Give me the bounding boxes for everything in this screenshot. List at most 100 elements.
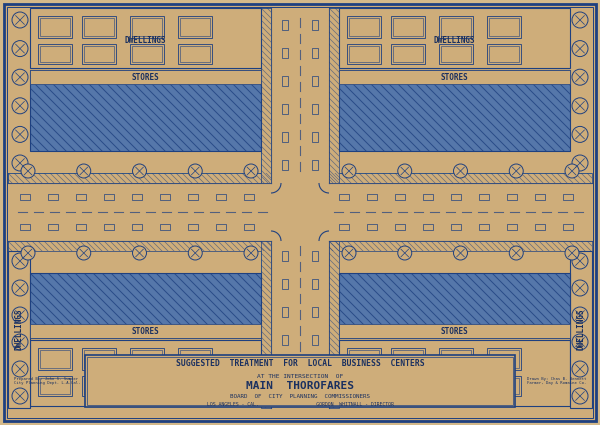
- Bar: [30, 273, 261, 338]
- Bar: [339, 224, 349, 230]
- Bar: [30, 70, 261, 84]
- Bar: [339, 273, 570, 338]
- Circle shape: [572, 155, 588, 171]
- Bar: [261, 241, 271, 408]
- Bar: [391, 348, 425, 370]
- Circle shape: [572, 307, 588, 323]
- Bar: [339, 70, 570, 151]
- Circle shape: [21, 246, 35, 260]
- Bar: [40, 378, 70, 394]
- Bar: [393, 46, 423, 62]
- Bar: [82, 16, 116, 38]
- Bar: [347, 16, 381, 38]
- Circle shape: [398, 164, 412, 178]
- Bar: [479, 224, 489, 230]
- Bar: [489, 378, 519, 394]
- Bar: [489, 18, 519, 36]
- Bar: [479, 194, 489, 200]
- Bar: [130, 348, 164, 370]
- Bar: [347, 44, 381, 64]
- Bar: [30, 324, 261, 338]
- Bar: [312, 20, 318, 30]
- Circle shape: [572, 253, 588, 269]
- Bar: [30, 340, 261, 406]
- Bar: [329, 8, 339, 183]
- Bar: [391, 376, 425, 396]
- Bar: [339, 8, 570, 68]
- Text: Drawn By: Chas B. Bennett
Farmer, Day & Romaine Co.: Drawn By: Chas B. Bennett Farmer, Day & …: [527, 377, 586, 385]
- Bar: [178, 376, 212, 396]
- Text: LOS ANGELES - CAL.                    GORDON  WHITNALL - DIRECTOR: LOS ANGELES - CAL. GORDON WHITNALL - DIR…: [206, 402, 394, 406]
- Bar: [312, 363, 318, 373]
- Bar: [8, 241, 271, 251]
- Bar: [48, 194, 58, 200]
- Bar: [329, 241, 339, 408]
- Text: STORES: STORES: [131, 73, 159, 82]
- Bar: [20, 224, 30, 230]
- Bar: [423, 224, 433, 230]
- Bar: [282, 48, 288, 58]
- Bar: [312, 335, 318, 345]
- Bar: [329, 173, 592, 183]
- Bar: [339, 340, 570, 406]
- Bar: [367, 224, 377, 230]
- Circle shape: [12, 98, 28, 114]
- Bar: [76, 194, 86, 200]
- Circle shape: [509, 164, 523, 178]
- Bar: [312, 307, 318, 317]
- Circle shape: [12, 155, 28, 171]
- Circle shape: [12, 307, 28, 323]
- Bar: [188, 224, 198, 230]
- Bar: [30, 273, 261, 338]
- Bar: [48, 224, 58, 230]
- Bar: [312, 251, 318, 261]
- Bar: [393, 350, 423, 368]
- Bar: [8, 241, 271, 251]
- Bar: [130, 16, 164, 38]
- Bar: [30, 70, 261, 151]
- Text: DWELLINGS: DWELLINGS: [577, 308, 586, 350]
- Bar: [570, 251, 592, 408]
- Bar: [349, 18, 379, 36]
- Bar: [349, 378, 379, 394]
- Bar: [282, 76, 288, 86]
- Bar: [489, 350, 519, 368]
- Text: AT THE INTERSECTION  OF: AT THE INTERSECTION OF: [257, 374, 343, 379]
- Circle shape: [77, 164, 91, 178]
- Bar: [132, 378, 162, 394]
- Bar: [487, 16, 521, 38]
- Bar: [329, 173, 592, 183]
- Bar: [507, 224, 517, 230]
- Circle shape: [572, 98, 588, 114]
- Bar: [160, 194, 170, 200]
- Circle shape: [572, 334, 588, 350]
- Bar: [85, 355, 515, 407]
- Bar: [312, 48, 318, 58]
- Bar: [339, 273, 570, 338]
- Text: DWELLINGS: DWELLINGS: [14, 308, 23, 350]
- Bar: [180, 350, 210, 368]
- Text: MAIN  THOROFARES: MAIN THOROFARES: [246, 381, 354, 391]
- Bar: [38, 348, 72, 370]
- Bar: [30, 8, 261, 68]
- Circle shape: [244, 164, 258, 178]
- Bar: [82, 44, 116, 64]
- Bar: [178, 348, 212, 370]
- Bar: [244, 194, 254, 200]
- Bar: [8, 251, 30, 408]
- Bar: [180, 46, 210, 62]
- Bar: [261, 8, 271, 183]
- Bar: [395, 224, 405, 230]
- Bar: [82, 348, 116, 370]
- Bar: [393, 18, 423, 36]
- Circle shape: [398, 246, 412, 260]
- Bar: [38, 44, 72, 64]
- Circle shape: [454, 246, 467, 260]
- Circle shape: [509, 246, 523, 260]
- Bar: [339, 70, 570, 151]
- Bar: [312, 76, 318, 86]
- Bar: [507, 194, 517, 200]
- Bar: [439, 348, 473, 370]
- Text: SUGGESTED  TREATMENT  FOR  LOCAL  BUSINESS  CENTERS: SUGGESTED TREATMENT FOR LOCAL BUSINESS C…: [176, 360, 424, 368]
- Bar: [84, 378, 114, 394]
